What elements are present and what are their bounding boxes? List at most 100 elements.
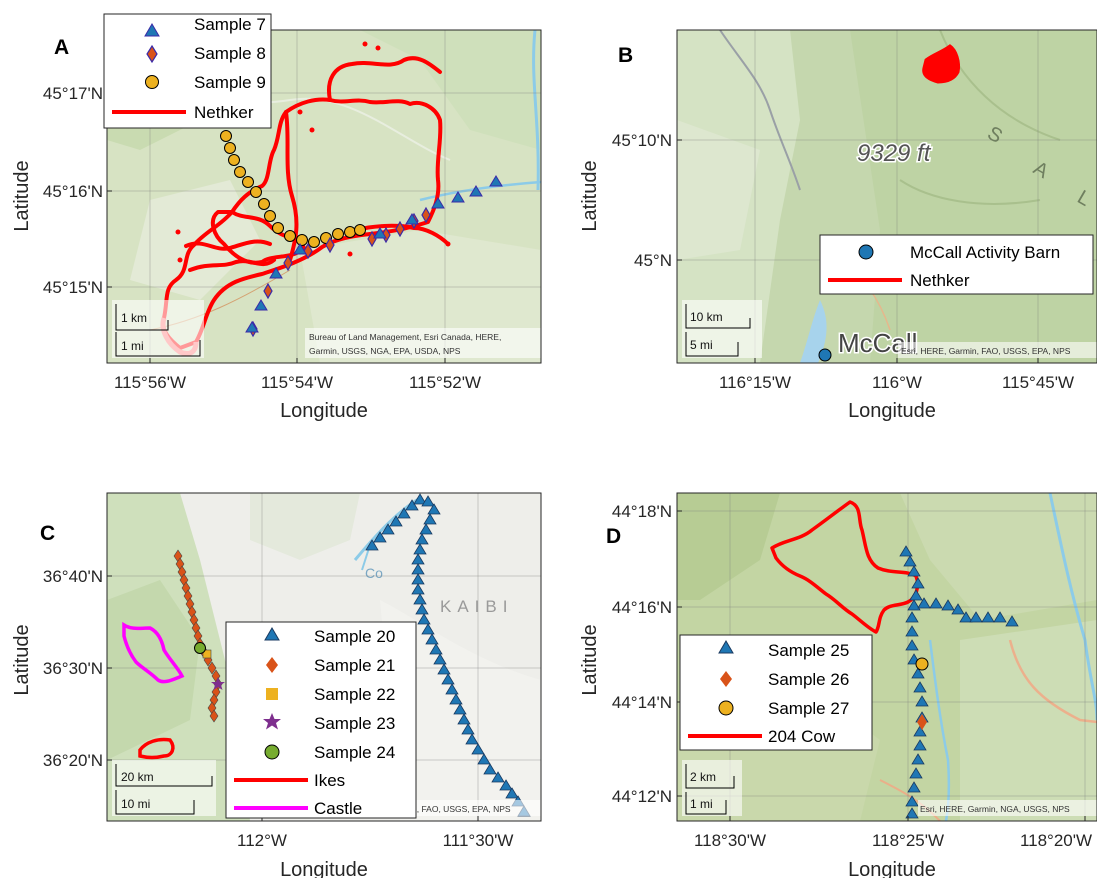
panel-b: 9329 ft McCall S A L 10 km 5 mi Esri, HE… (579, 29, 1097, 422)
panel-d: 2 km 1 mi Esri, HERE, Garmin, NGA, USGS,… (579, 492, 1097, 878)
legend-b: McCall Activity Barn Nethker (819, 234, 1094, 295)
ytick-c-0: 36°40'N (43, 567, 103, 586)
scale-km-a: 1 km (121, 311, 147, 325)
sample-7-points (245, 175, 503, 333)
panel-c: Co KAIBI (11, 492, 542, 878)
ytick-a-2: 45°15'N (43, 278, 103, 297)
ytick-a-0: 45°17'N (43, 84, 103, 103)
sample-23-point (211, 677, 225, 690)
legend-d-item-2: Sample 27 (768, 699, 849, 718)
legend-c-item-5: Ikes (314, 771, 345, 790)
castle-track (122, 621, 185, 684)
scale-mi-d: 1 mi (690, 797, 713, 811)
attribution-b: Esri, HERE, Garmin, FAO, USGS, EPA, NPS (901, 346, 1071, 356)
nethker-track-b (922, 44, 960, 84)
ytick-a-1: 45°16'N (43, 182, 103, 201)
ytick-c-1: 36°30'N (43, 659, 103, 678)
sample-26-point (917, 714, 927, 730)
panel-a: 1 km 1 mi Bureau of Land Management, Esr… (11, 13, 542, 422)
legend-d-item-1: Sample 26 (768, 670, 849, 689)
legend-b-item-1: Nethker (910, 271, 970, 290)
xtick-b-1: 116°W (872, 373, 922, 392)
map-label-elevation: 9329 ft (857, 140, 932, 167)
legend-c: Sample 20 Sample 21 Sample 22 Sample 23 … (225, 621, 417, 819)
scale-km-b: 10 km (690, 310, 723, 324)
legend-d-item-0: Sample 25 (768, 641, 849, 660)
scale-bar-d: 2 km 1 mi (682, 760, 742, 816)
panel-label-d: D (606, 525, 621, 548)
ytick-d-3: 44°12'N (612, 787, 672, 806)
ytick-d-0: 44°18'N (612, 502, 672, 521)
cow-204-track (770, 500, 920, 634)
panel-b-basemap: 9329 ft McCall S A L 10 km 5 mi Esri, HE… (677, 30, 1097, 363)
svg-text:Co: Co (365, 565, 383, 581)
xtick-c-0: 112°W (237, 831, 287, 850)
xtick-d-2: 118°20'W (1020, 831, 1092, 850)
xlabel-d: Longitude (848, 859, 936, 878)
scale-bar-c: 20 km 10 mi (112, 760, 216, 816)
sample-27-point (915, 657, 929, 671)
legend-a-item-2: Sample 9 (194, 73, 266, 92)
legend-c-item-2: Sample 22 (314, 685, 395, 704)
xtick-d-1: 118°25'W (872, 831, 944, 850)
ylabel-b: Latitude (579, 160, 601, 231)
sample-20-points (365, 493, 531, 817)
xlabel-c: Longitude (280, 859, 368, 878)
sample-22-point (202, 649, 212, 659)
scale-mi-c: 10 mi (121, 797, 150, 811)
legend-a: Sample 7 Sample 8 Sample 9 Nethker (103, 13, 272, 129)
attribution-d: Esri, HERE, Garmin, NGA, USGS, NPS (920, 804, 1070, 814)
ytick-d-2: 44°14'N (612, 693, 672, 712)
xtick-b-2: 115°45'W (1002, 373, 1074, 392)
axes-box-b (676, 29, 1097, 364)
scale-bar-a: 1 km 1 mi (112, 300, 204, 358)
legend-b-item-0: McCall Activity Barn (910, 243, 1060, 262)
ytick-d-1: 44°16'N (612, 598, 672, 617)
xlabel-b: Longitude (848, 400, 936, 422)
panel-label-b: B (618, 44, 633, 67)
sample-24-point (194, 642, 206, 654)
sample-25-points (899, 545, 1019, 819)
scale-km-c: 20 km (121, 770, 154, 784)
attribution-c: n, FAO, USGS, EPA, NPS (412, 804, 511, 814)
legend-c-item-4: Sample 24 (314, 743, 395, 762)
legend-c-item-0: Sample 20 (314, 627, 395, 646)
xtick-a-1: 115°54'W (261, 373, 333, 392)
map-label-kaibab: KAIBI (440, 597, 513, 616)
scale-bar-b: 10 km 5 mi (682, 300, 762, 358)
axes-box-d (676, 492, 1097, 822)
panel-label-a: A (54, 36, 69, 59)
xtick-c-1: 111°30'W (443, 831, 514, 850)
legend-c-item-1: Sample 21 (314, 656, 395, 675)
xtick-d-0: 118°30'W (694, 831, 766, 850)
legend-d-item-3: 204 Cow (768, 727, 836, 746)
xtick-a-2: 115°52'W (409, 373, 481, 392)
axes-box-a (106, 29, 542, 364)
nethker-scatter (175, 41, 451, 263)
ylabel-a: Latitude (11, 160, 33, 231)
sample-9-points (220, 130, 366, 248)
scale-mi-a: 1 mi (121, 339, 144, 353)
legend-c-item-3: Sample 23 (314, 714, 395, 733)
ylabel-c: Latitude (11, 624, 33, 695)
mccall-activity-barn-point (818, 348, 832, 362)
ytick-b-0: 45°10'N (612, 131, 672, 150)
legend-a-item-1: Sample 8 (194, 44, 266, 63)
scale-mi-b: 5 mi (690, 338, 713, 352)
panel-a-basemap: 1 km 1 mi Bureau of Land Management, Esr… (107, 30, 541, 363)
attribution-a-line2: Garmin, USGS, NGA, EPA, USDA, NPS (309, 346, 461, 356)
legend-a-item-0: Sample 7 (194, 15, 266, 34)
scale-km-d: 2 km (690, 770, 716, 784)
xtick-a-0: 115°56'W (114, 373, 186, 392)
nethker-track (161, 56, 450, 350)
ytick-c-2: 36°20'N (43, 751, 103, 770)
xtick-b-0: 116°15'W (719, 373, 791, 392)
xlabel-a: Longitude (280, 400, 368, 422)
legend-d: Sample 25 Sample 26 Sample 27 204 Cow (679, 634, 873, 751)
ikes-track (138, 737, 175, 760)
ytick-b-1: 45°N (634, 251, 672, 270)
panel-label-c: C (40, 522, 55, 545)
axes-box-c (106, 492, 542, 822)
ylabel-d: Latitude (579, 624, 601, 695)
